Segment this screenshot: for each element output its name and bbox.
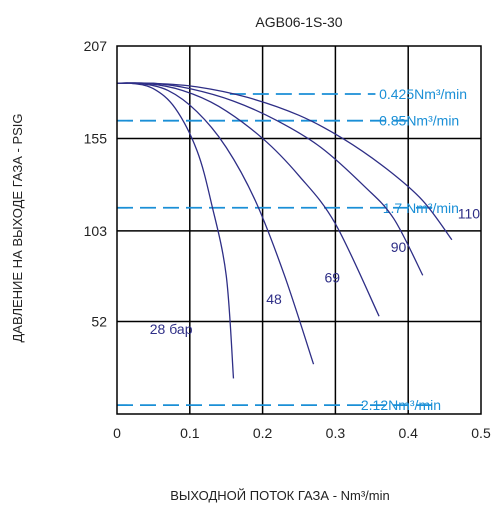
reference-lines: 0.425Nm³/min 0.85Nm³/min 1.7 Nm³/min 2.12Nm… <box>117 86 467 413</box>
plot-frame <box>116 45 482 415</box>
curve-labels: 28 бар 48 69 90 110 <box>150 205 480 337</box>
reference-label-3: 2.12Nm³/min <box>361 397 441 413</box>
reference-label-1: 0.85Nm³/min <box>379 113 459 129</box>
x-tick-label-2: 0.2 <box>253 425 273 441</box>
reference-label-2: 1.7 Nm³/min <box>383 200 459 216</box>
y-tick-label-2: 155 <box>84 130 108 146</box>
chart-title: AGB06-1S-30 <box>255 14 342 30</box>
series-line-4 <box>116 82 453 241</box>
x-tick-label-4: 0.4 <box>398 425 418 441</box>
series <box>116 82 453 379</box>
curve-label-4: 110 <box>458 205 481 221</box>
grid <box>117 46 481 414</box>
y-tick-label-0: 52 <box>91 314 107 330</box>
y-tick-label-1: 103 <box>84 223 108 239</box>
tick-labels: 0 0.1 0.2 0.3 0.4 0.5 52 103 155 207 <box>84 38 491 441</box>
x-axis-label: ВЫХОДНОЙ ПОТОК ГАЗА - Nm³/min <box>170 488 390 503</box>
x-tick-label-3: 0.3 <box>326 425 346 441</box>
curve-label-1: 48 <box>266 291 282 307</box>
curve-label-2: 69 <box>324 269 340 285</box>
reference-label-0: 0.425Nm³/min <box>379 86 467 102</box>
y-axis-label: ДАВЛЕНИЕ НА ВЫХОДЕ ГАЗА - PSIG <box>10 113 25 342</box>
curve-label-0: 28 бар <box>150 321 193 337</box>
y-tick-label-3: 207 <box>84 38 108 54</box>
series-line-3 <box>116 82 424 276</box>
x-tick-label-0: 0 <box>113 425 121 441</box>
curve-label-3: 90 <box>391 239 407 255</box>
x-tick-label-1: 0.1 <box>180 425 200 441</box>
x-tick-label-5: 0.5 <box>471 425 491 441</box>
series-line-2 <box>116 82 380 317</box>
series-line-1 <box>116 82 315 365</box>
